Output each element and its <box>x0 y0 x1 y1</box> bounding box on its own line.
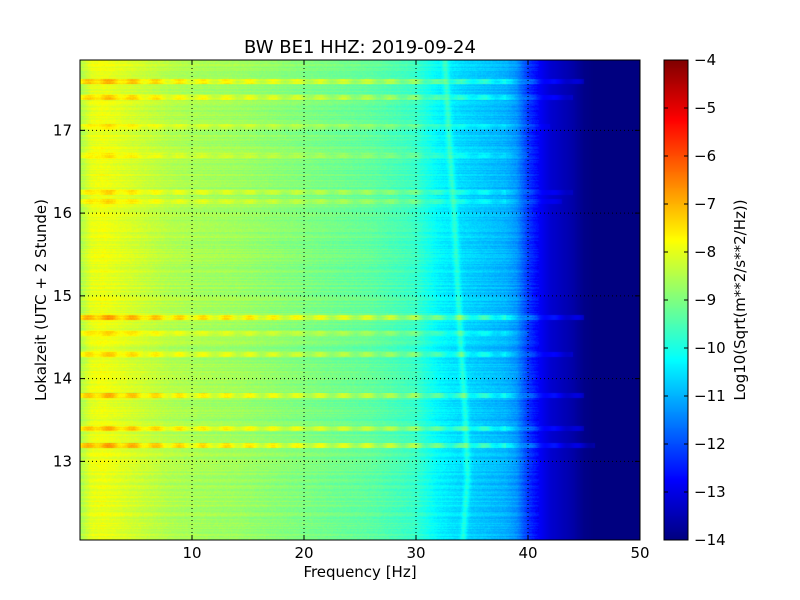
y-tick-label: 16 <box>53 204 72 222</box>
colorbar-tick-label: −14 <box>694 531 726 549</box>
colorbar-tick-label: −5 <box>694 99 716 117</box>
y-tick-label: 13 <box>53 452 72 470</box>
spectrogram-heatmap <box>80 60 640 540</box>
x-tick-label: 10 <box>182 544 201 562</box>
x-axis-label: Frequency [Hz] <box>303 563 416 581</box>
colorbar-ticks: −4 −5 −6 −7 −8 −9 −10 −11 −12 −13 −14 <box>664 51 726 549</box>
colorbar-tick-label: −11 <box>694 387 726 405</box>
y-tick-label: 14 <box>53 370 72 388</box>
y-axis-label: Lokalzeit (UTC + 2 Stunde) <box>32 199 50 401</box>
x-tick-label: 50 <box>630 544 649 562</box>
colorbar: −4 −5 −6 −7 −8 −9 −10 −11 −12 −13 −14 Log10(Sqrt(m… <box>663 51 749 549</box>
colorbar-tick-label: −12 <box>694 435 726 453</box>
colorbar-label: Log10(Sqrt(m**2/s**2/Hz)) <box>731 199 749 400</box>
chart-title: BW BE1 HHZ: 2019-09-24 <box>244 37 476 58</box>
x-tick-label: 30 <box>406 544 425 562</box>
colorbar-tick-label: −6 <box>694 147 716 165</box>
colorbar-tick-label: −10 <box>694 339 726 357</box>
grid-lines <box>80 60 640 540</box>
colorbar-tick-label: −4 <box>694 51 716 69</box>
y-tick-label: 15 <box>53 287 72 305</box>
y-axis-ticks: 13 14 15 16 17 <box>53 121 640 470</box>
x-tick-label: 40 <box>518 544 537 562</box>
colorbar-tick-label: −13 <box>694 483 726 501</box>
plot-area: 10 20 30 40 50 13 14 15 16 17 <box>53 59 650 562</box>
colorbar-tick-label: −8 <box>694 243 716 261</box>
y-tick-label: 17 <box>53 121 72 139</box>
colorbar-tick-label: −9 <box>694 291 716 309</box>
colorbar-tick-label: −7 <box>694 195 716 213</box>
plot-frame <box>79 59 641 541</box>
x-axis-ticks: 10 20 30 40 50 <box>182 60 650 562</box>
x-tick-label: 20 <box>294 544 313 562</box>
